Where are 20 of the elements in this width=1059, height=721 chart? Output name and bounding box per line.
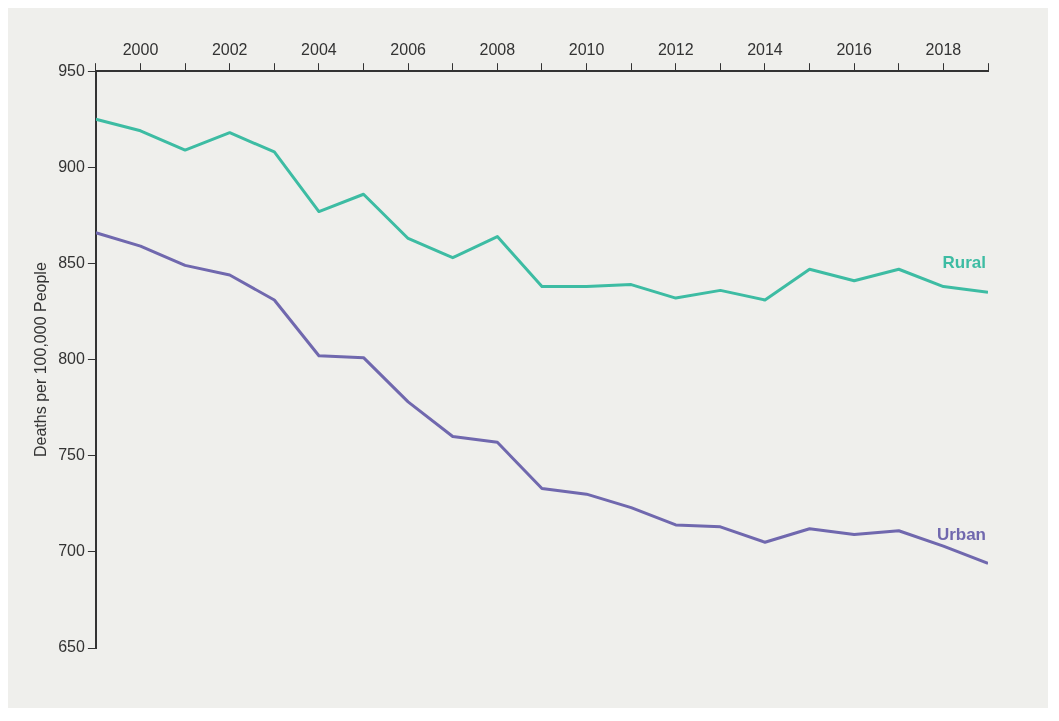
series-label: Rural [942,253,986,273]
x-tick-label: 2006 [390,41,427,59]
y-tick-label: 900 [58,157,85,175]
x-tick-label: 2004 [301,41,337,59]
y-tick-label: 750 [58,446,85,464]
y-tick-label: 650 [58,638,85,656]
x-tick-label: 2014 [747,41,783,59]
x-tick-label: 2018 [925,41,962,59]
y-tick-label: 800 [58,350,85,368]
x-tick-label: 2008 [479,41,516,59]
x-tick-label: 2016 [836,41,873,59]
series-label: Urban [936,524,986,544]
x-tick-label: 2000 [122,41,159,59]
x-tick-label: 2002 [211,41,248,59]
y-tick-label: 850 [58,253,85,271]
y-tick-label: 950 [58,61,85,79]
y-tick-label: 700 [58,542,85,560]
x-tick-label: 2012 [657,41,694,59]
x-tick-label: 2010 [568,41,605,59]
y-axis-title: Deaths per 100,000 People [32,262,50,458]
